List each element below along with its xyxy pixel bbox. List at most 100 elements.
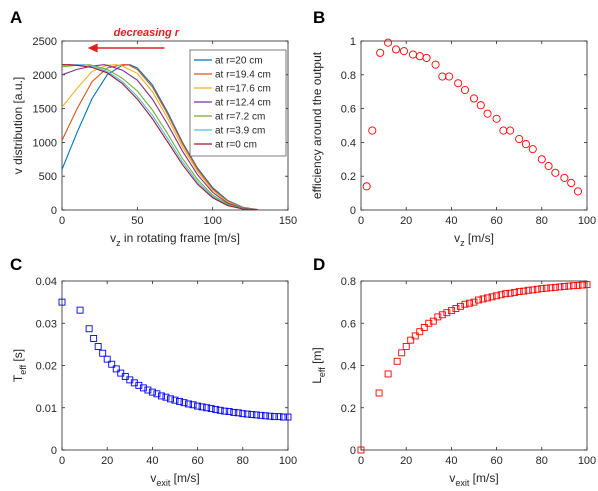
y-axis-label-main: L bbox=[310, 377, 324, 384]
x-axis-label-main: v bbox=[110, 231, 116, 245]
data-point bbox=[524, 286, 532, 294]
annotation-arrow-head bbox=[87, 43, 98, 53]
data-point bbox=[452, 305, 460, 312]
data-point bbox=[461, 300, 469, 308]
data-point bbox=[475, 296, 482, 304]
x-axis-label: vz [m/s] bbox=[454, 231, 494, 248]
data-point bbox=[130, 379, 138, 387]
data-point bbox=[198, 403, 206, 411]
panel-D: D 0 20 40 60 80 100 0 0.2 0.4 0.6 0.8 bbox=[313, 255, 596, 467]
axes-box bbox=[61, 40, 289, 211]
y-tick-label: 0.6 bbox=[341, 104, 356, 116]
data-point bbox=[58, 298, 66, 306]
x-tick-label: 80 bbox=[536, 455, 548, 467]
data-point bbox=[493, 292, 501, 300]
data-point bbox=[520, 287, 528, 295]
panel-letter-D: D bbox=[313, 255, 325, 274]
data-point bbox=[248, 411, 256, 418]
x-tick-label: 0 bbox=[59, 455, 65, 467]
data-point bbox=[284, 413, 292, 421]
y-tick-label: 2500 bbox=[33, 36, 57, 48]
y-axis-label: efficiency around the output bbox=[310, 51, 324, 199]
data-point bbox=[171, 396, 179, 404]
x-axis-label-sub: exit bbox=[455, 478, 470, 488]
y-tick-label: 500 bbox=[39, 171, 57, 183]
series-line bbox=[61, 64, 258, 211]
data-point bbox=[565, 282, 573, 290]
data-point bbox=[103, 355, 111, 363]
data-point bbox=[434, 313, 442, 321]
y-tick-label: 0 bbox=[51, 445, 57, 457]
data-point bbox=[162, 393, 170, 401]
data-point bbox=[488, 293, 496, 301]
data-point bbox=[538, 285, 546, 293]
x-tick-label: 80 bbox=[237, 455, 249, 467]
y-tick-label: 0.6 bbox=[341, 318, 356, 330]
data-point bbox=[362, 182, 371, 191]
y-tick-label: 0.2 bbox=[341, 171, 356, 183]
x-axis-label: vexit [m/s] bbox=[449, 471, 498, 488]
y-axis-label: Teff [s] bbox=[11, 349, 28, 382]
y-tick-label: 0.2 bbox=[341, 403, 356, 415]
x-tick-label: 20 bbox=[400, 455, 412, 467]
x-axis-label: vexit [m/s] bbox=[150, 471, 199, 488]
data-point bbox=[579, 281, 586, 289]
data-point bbox=[529, 286, 537, 294]
y-tick-label: 1500 bbox=[33, 104, 57, 116]
x-tick-label: 40 bbox=[445, 215, 457, 227]
panel-letter-C: C bbox=[10, 255, 22, 274]
data-point bbox=[551, 168, 560, 177]
x-tick-label: 40 bbox=[445, 455, 457, 467]
y-axis-label-rest: [m] bbox=[310, 347, 324, 367]
data-point bbox=[393, 357, 401, 365]
data-point bbox=[194, 402, 202, 410]
panel-letter-A: A bbox=[10, 8, 22, 27]
data-point bbox=[411, 332, 419, 340]
y-tick-label: 0 bbox=[51, 205, 57, 217]
data-point bbox=[497, 291, 505, 299]
data-point bbox=[239, 410, 247, 418]
data-point bbox=[511, 288, 519, 296]
y-tick-label: 0.02 bbox=[36, 361, 57, 373]
data-point bbox=[266, 412, 274, 420]
data-point bbox=[533, 285, 541, 293]
data-point bbox=[203, 404, 211, 412]
data-point bbox=[212, 405, 220, 413]
data-point bbox=[483, 109, 492, 118]
data-point bbox=[357, 446, 365, 454]
x-tick-label: 60 bbox=[490, 215, 502, 227]
annotation-text: decreasing r bbox=[114, 27, 180, 39]
data-point bbox=[270, 413, 278, 421]
series-line bbox=[62, 64, 258, 211]
y-tick-label: 0 bbox=[350, 205, 356, 217]
x-axis-label-sub: z bbox=[116, 238, 121, 248]
data-point bbox=[85, 325, 93, 333]
data-point bbox=[384, 370, 392, 378]
x-tick-label: 50 bbox=[131, 215, 143, 227]
data-point bbox=[185, 400, 193, 408]
data-point bbox=[544, 162, 553, 171]
x-axis-label-main: v bbox=[449, 471, 455, 485]
x-axis-label-rest: in rotating frame [m/s] bbox=[121, 231, 240, 245]
x-tick-label: 0 bbox=[358, 215, 364, 227]
series-line bbox=[61, 64, 258, 211]
data-point bbox=[499, 126, 508, 135]
data-point bbox=[547, 284, 555, 292]
data-point bbox=[384, 38, 393, 47]
x-tick-label: 100 bbox=[578, 215, 596, 227]
data-point bbox=[407, 336, 415, 344]
data-point bbox=[76, 306, 84, 314]
legend-entry: at r=7.2 cm bbox=[215, 112, 265, 123]
y-axis-label-main: T bbox=[11, 374, 25, 382]
data-point bbox=[431, 60, 440, 69]
y-axis-label: v distribution [a.u.] bbox=[11, 77, 25, 174]
legend-box bbox=[189, 49, 287, 157]
y-tick-label: 0.03 bbox=[36, 318, 57, 330]
data-point bbox=[402, 343, 410, 350]
data-point bbox=[167, 395, 174, 403]
legend-entry: at r=12.4 cm bbox=[215, 98, 271, 109]
data-point bbox=[216, 406, 224, 414]
axes-box bbox=[61, 280, 289, 451]
